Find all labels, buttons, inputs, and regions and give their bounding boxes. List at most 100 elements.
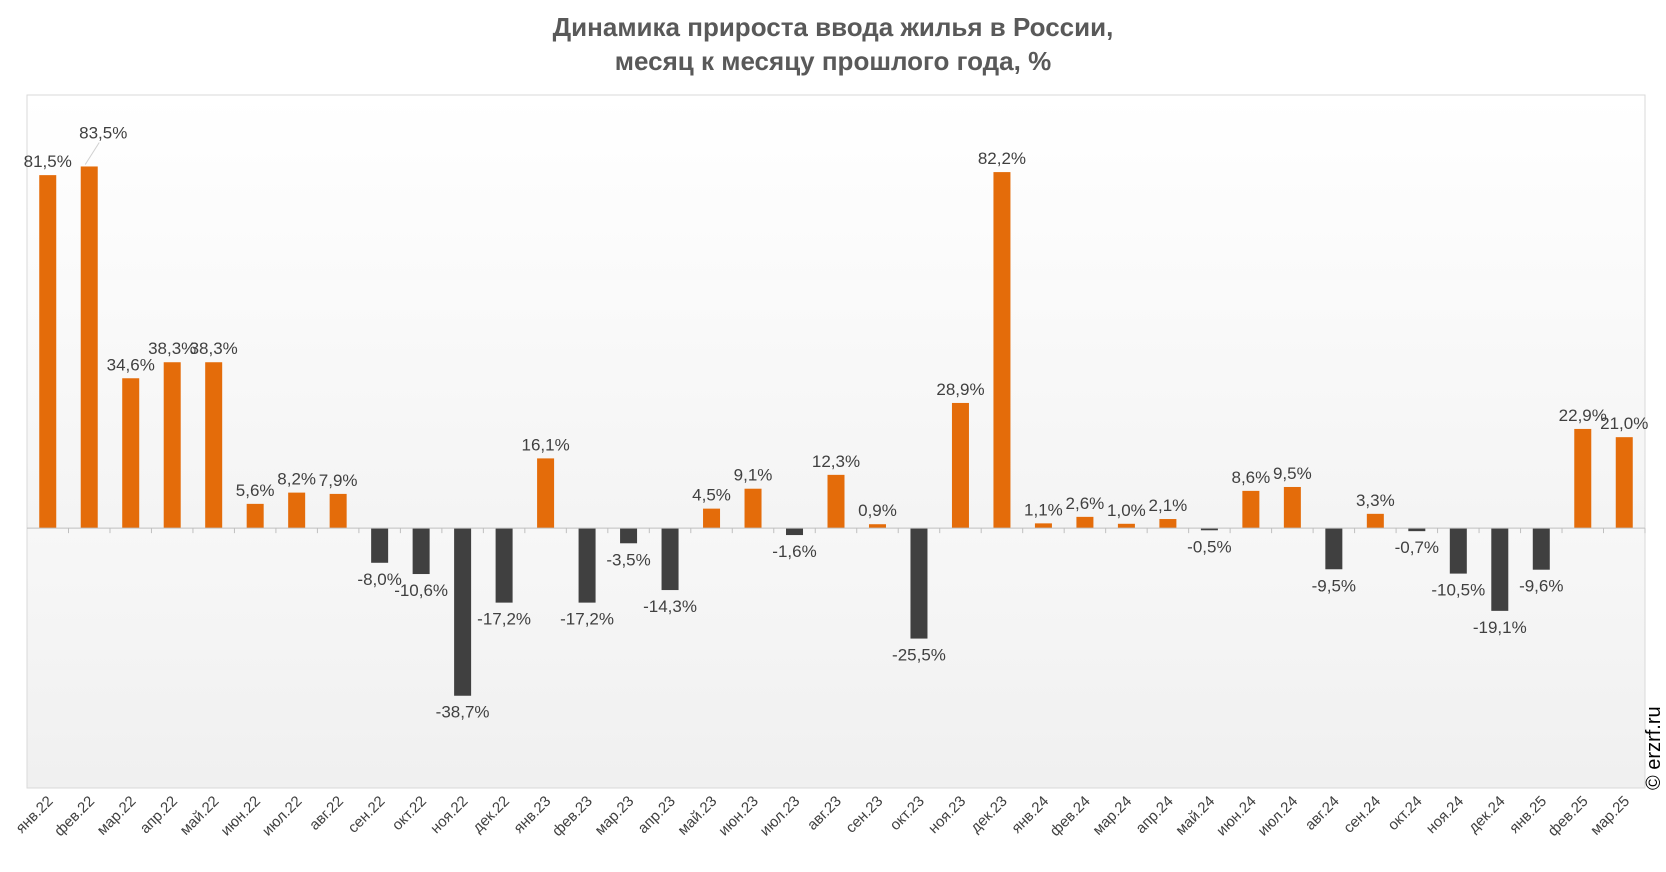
data-label: 8,6% [1231, 468, 1270, 487]
bar-дек.23 [993, 172, 1011, 529]
plot-area-frame [26, 94, 1646, 789]
bar-дек.22 [495, 528, 513, 603]
x-tick-label: мар.24 [1089, 793, 1135, 839]
x-tick-label: фев.23 [549, 793, 596, 840]
data-label: -9,5% [1312, 576, 1356, 595]
data-label: -19,1% [1473, 618, 1527, 637]
chart-title-line-2: месяц к месяцу прошлого года, % [615, 46, 1051, 76]
x-tick-label: сен.24 [1340, 793, 1384, 837]
data-label: -38,7% [436, 703, 490, 722]
bar-июн.24 [1242, 490, 1260, 529]
data-label: 12,3% [812, 452, 860, 471]
bar-сен.24 [1366, 513, 1384, 529]
x-tick-label: мар.23 [592, 793, 638, 839]
x-tick-label: май.24 [1172, 793, 1218, 839]
bar-янв.23 [537, 458, 555, 529]
data-label: -0,5% [1187, 537, 1231, 556]
bar-окт.24 [1408, 528, 1426, 532]
x-tick-label: ноя.23 [925, 793, 969, 837]
x-tick-label: май.22 [177, 793, 223, 839]
x-tick-label: июл.22 [259, 793, 306, 840]
x-tick-label: окт.23 [887, 793, 928, 834]
data-label: 38,3% [190, 339, 238, 358]
label-leader-line [84, 142, 100, 165]
data-label: 9,1% [734, 466, 773, 485]
bar-дек.24 [1491, 528, 1509, 611]
data-label: -17,2% [477, 610, 531, 629]
x-tick-label: июн.24 [1213, 793, 1260, 840]
bar-май.24 [1200, 528, 1218, 531]
bar-мар.24 [1117, 523, 1135, 529]
x-tick-label: янв.23 [510, 793, 554, 837]
data-label: -14,3% [643, 597, 697, 616]
bar-мар.25 [1615, 437, 1633, 529]
x-tick-label: окт.24 [1385, 793, 1426, 834]
bar-апр.22 [163, 362, 181, 529]
x-tick-label: июл.24 [1255, 793, 1302, 840]
data-label: -9,6% [1519, 577, 1563, 596]
bar-июл.22 [288, 492, 306, 529]
data-label: -10,5% [1431, 581, 1485, 600]
x-tick-label: мар.25 [1587, 793, 1633, 839]
data-label: 34,6% [107, 355, 155, 374]
data-label: 38,3% [148, 339, 196, 358]
x-ticks [67, 528, 1646, 534]
bar-май.23 [703, 508, 721, 529]
bar-мар.23 [620, 528, 638, 544]
data-label: 21,0% [1600, 414, 1648, 433]
bar-апр.23 [661, 528, 679, 591]
data-label: -0,7% [1395, 538, 1439, 557]
x-tick-label: апр.24 [1132, 793, 1176, 837]
x-tick-label: авг.24 [1302, 793, 1343, 834]
bar-сен.23 [868, 524, 886, 529]
data-label: 8,2% [277, 470, 316, 489]
x-tick-label: дек.24 [1465, 793, 1508, 836]
x-tick-label: июн.23 [715, 793, 762, 840]
x-tick-label: янв.24 [1008, 793, 1052, 837]
data-label: -1,6% [772, 542, 816, 561]
x-tick-label: дек.23 [967, 793, 1010, 836]
bar-янв.22 [39, 175, 57, 529]
bar-янв.24 [1034, 523, 1052, 529]
x-tick-label: авг.22 [306, 793, 347, 834]
data-label: 83,5% [79, 123, 127, 142]
x-tick-label: май.23 [674, 793, 720, 839]
x-tick-label: янв.25 [1506, 793, 1550, 837]
bar-июл.23 [786, 528, 804, 536]
x-tick-label: окт.22 [389, 793, 430, 834]
x-tick-label: янв.22 [13, 793, 57, 837]
bar-июл.24 [1283, 486, 1301, 529]
x-tick-label: фев.25 [1545, 793, 1592, 840]
data-label: 28,9% [936, 380, 984, 399]
bar-мар.22 [122, 378, 140, 529]
bar-авг.23 [827, 474, 845, 529]
x-tick-label: фев.24 [1047, 793, 1094, 840]
chart-title-line-1: Динамика прироста ввода жилья в России, [553, 12, 1114, 42]
x-tick-label: мар.22 [94, 793, 140, 839]
data-label: 22,9% [1559, 406, 1607, 425]
bar-сен.22 [371, 528, 389, 563]
bar-ноя.22 [454, 528, 472, 696]
data-labels: 81,5%83,5%34,6%38,3%38,3%5,6%8,2% 7,9%-8,… [24, 123, 1649, 721]
bar-фев.22 [80, 166, 98, 529]
x-tick-label: ноя.22 [427, 793, 471, 837]
data-label: 3,3% [1356, 491, 1395, 510]
data-label: 1,1% [1024, 500, 1063, 519]
data-label: 2,1% [1149, 496, 1188, 515]
bar-май.22 [205, 362, 223, 529]
bar-авг.22 [329, 493, 347, 529]
x-tick-label: апр.23 [635, 793, 679, 837]
x-tick-label: июн.22 [218, 793, 265, 840]
plot-area-upper [27, 95, 1645, 529]
bar-окт.22 [412, 528, 430, 575]
x-tick-label: июл.23 [757, 793, 804, 840]
bar-окт.23 [910, 528, 928, 639]
data-label: 2,6% [1066, 494, 1105, 513]
x-tick-label: дек.22 [469, 793, 512, 836]
data-label: 4,5% [692, 486, 731, 505]
x-axis-labels: янв.22фев.22мар.22апр.22май.22июн.22июл.… [13, 793, 1634, 840]
bar-фев.24 [1076, 516, 1094, 529]
x-tick-label: сен.22 [345, 793, 389, 837]
data-label: 9,5% [1273, 464, 1312, 483]
